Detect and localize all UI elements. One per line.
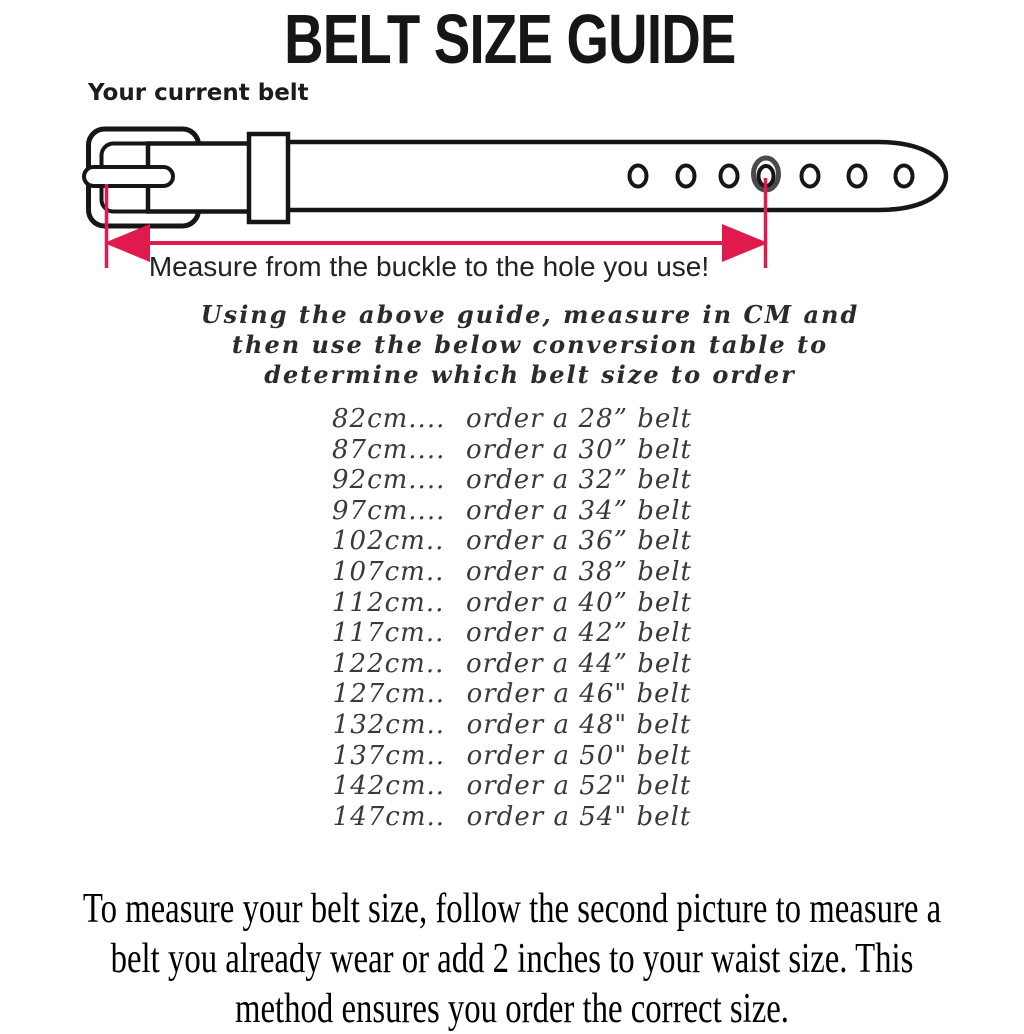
cm-value: 92cm.... <box>331 465 446 496</box>
footer-line: belt you already wear or add 2 inches to… <box>110 936 914 982</box>
table-row: 127cm.. order a 46" belt <box>333 679 692 710</box>
belt-hole-7 <box>893 163 915 189</box>
order-text: order a 40” belt <box>465 587 692 618</box>
order-text: order a 36” belt <box>465 526 692 557</box>
order-text: order a 30” belt <box>465 434 692 465</box>
footer-line: To measure your belt size, follow the se… <box>82 886 942 932</box>
table-row: 147cm.. order a 54" belt <box>333 802 692 833</box>
cm-value: 137cm.. <box>332 740 446 771</box>
cm-value: 87cm.... <box>331 434 446 465</box>
footer-note: To measure your belt size, follow the se… <box>13 884 1011 1034</box>
order-text: order a 44” belt <box>465 648 692 679</box>
cm-value: 132cm.. <box>332 709 446 740</box>
instructions-line: then use the below conversion table to <box>231 330 829 359</box>
measure-caption: Measure from the buckle to the hole you … <box>148 251 710 282</box>
cm-value: 107cm.. <box>331 556 445 587</box>
cm-value: 117cm.. <box>331 618 445 649</box>
cm-value: 102cm.. <box>331 526 445 557</box>
cm-value: 122cm.. <box>331 648 445 679</box>
table-row: 122cm.. order a 44” belt <box>332 649 692 680</box>
table-row: 102cm.. order a 36” belt <box>332 526 692 557</box>
belt-hole-5 <box>799 163 821 189</box>
belt-strap <box>249 139 949 213</box>
table-row: 142cm.. order a 52" belt <box>333 771 692 802</box>
order-text: order a 48" belt <box>466 709 692 740</box>
footer-line: method ensures you order the correct siz… <box>235 986 789 1032</box>
table-row: 132cm.. order a 48" belt <box>333 710 692 741</box>
table-row: 87cm.... order a 30” belt <box>332 435 692 466</box>
buckle-prong <box>82 165 175 188</box>
table-row: 92cm.... order a 32” belt <box>332 465 692 496</box>
page-title: BELT SIZE GUIDE <box>284 0 736 78</box>
instructions-line: determine which belt size to order <box>264 360 796 389</box>
order-text: order a 42” belt <box>465 618 692 649</box>
instructions: Using the above guide, measure in CM and… <box>0 300 1024 390</box>
belt-keeper <box>246 131 291 225</box>
belt-hole-3 <box>718 163 740 189</box>
belt-hole-1 <box>627 163 649 189</box>
table-row: 82cm.... order a 28” belt <box>332 404 692 435</box>
order-text: order a 28” belt <box>465 404 692 434</box>
order-text: order a 54" belt <box>466 801 692 832</box>
cm-value: 147cm.. <box>332 801 446 832</box>
belt-hole-6 <box>846 163 868 189</box>
cm-value: 97cm.... <box>331 495 446 526</box>
instructions-line: Using the above guide, measure in CM and <box>200 300 860 329</box>
measure-arrowhead-left <box>104 224 150 262</box>
cm-value: 82cm.... <box>331 404 446 434</box>
conversion-table: 82cm.... order a 28” belt 87cm.... order a … <box>0 404 1024 832</box>
table-row: 112cm.. order a 40” belt <box>332 588 692 619</box>
order-text: order a 46" belt <box>466 679 692 710</box>
order-text: order a 34” belt <box>465 495 692 526</box>
table-row: 107cm.. order a 38” belt <box>332 557 692 588</box>
order-text: order a 38” belt <box>465 556 692 587</box>
table-row: 137cm.. order a 50" belt <box>333 741 692 772</box>
cm-value: 142cm.. <box>332 771 446 802</box>
belt-hole-2 <box>675 163 697 189</box>
table-row: 117cm.. order a 42” belt <box>332 618 692 649</box>
cm-value: 112cm.. <box>331 587 445 618</box>
measure-arrowhead-right <box>722 224 768 262</box>
order-text: order a 52" belt <box>466 771 692 802</box>
cm-value: 127cm.. <box>332 679 446 710</box>
belt-diagram <box>82 126 949 268</box>
order-text: order a 32” belt <box>465 465 692 496</box>
order-text: order a 50" belt <box>466 740 692 771</box>
table-row: 97cm.... order a 34” belt <box>332 496 692 527</box>
current-belt-label: Your current belt <box>88 80 309 106</box>
